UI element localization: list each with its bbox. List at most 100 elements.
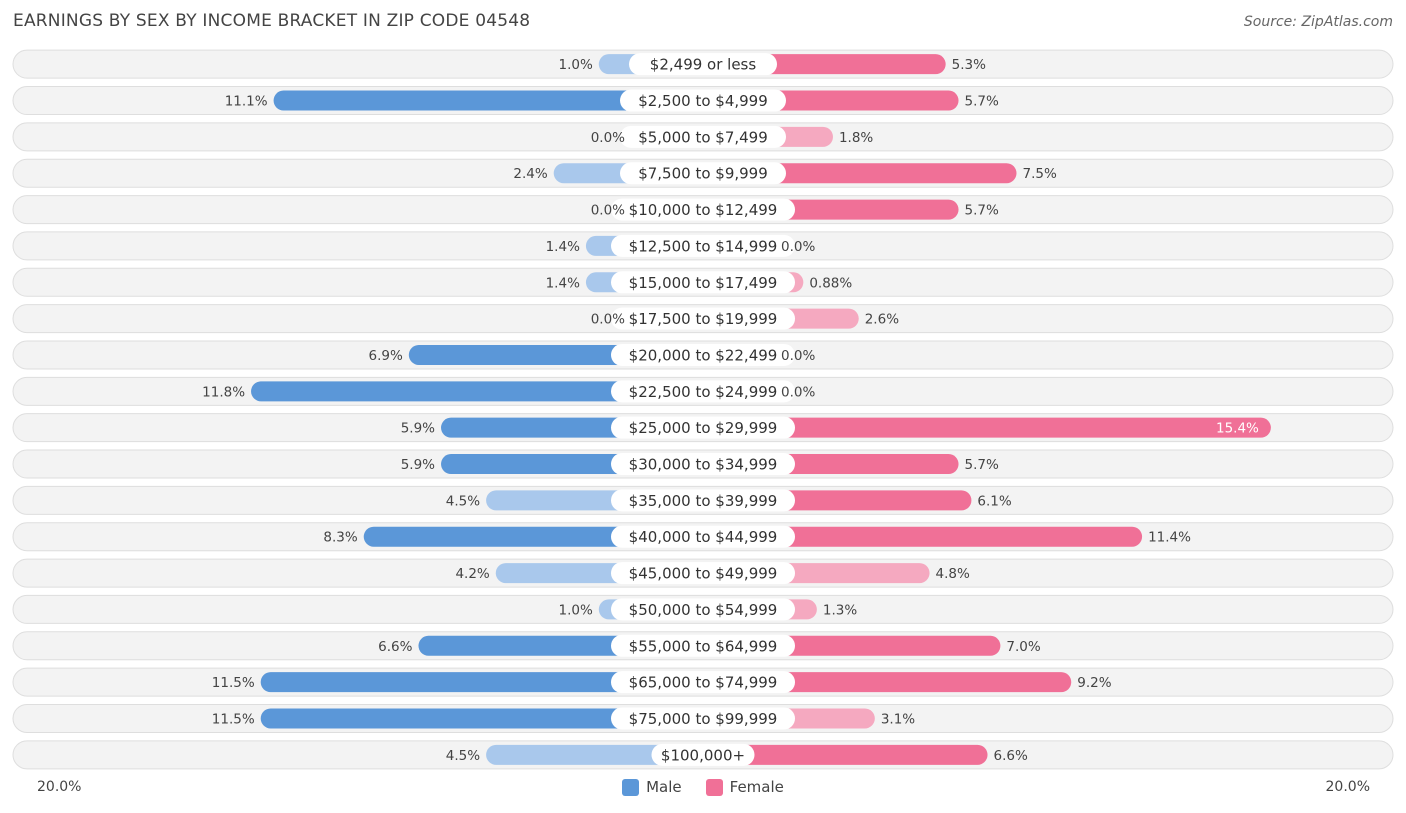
value-label-female: 5.7% (965, 203, 999, 219)
category-label: $50,000 to $54,999 (629, 601, 778, 619)
value-label-male: 2.4% (513, 166, 547, 182)
bar-male (251, 381, 704, 402)
category-label-pill (611, 198, 795, 221)
value-label-female: 6.1% (977, 493, 1011, 509)
value-label-male: 1.0% (558, 602, 592, 618)
value-label-male: 11.5% (212, 711, 255, 727)
value-label-female: 1.8% (839, 130, 873, 146)
category-label: $40,000 to $44,999 (629, 528, 778, 546)
category-label: $12,500 to $14,999 (629, 237, 778, 255)
category-label: $2,500 to $4,999 (638, 92, 768, 110)
value-label-female: 5.7% (965, 457, 999, 473)
category-label-pill (651, 743, 755, 766)
value-label-female: 11.4% (1148, 530, 1191, 546)
value-label-male: 1.4% (546, 275, 580, 291)
category-label-pill (611, 707, 795, 730)
value-label-female: 0.0% (781, 239, 815, 255)
value-label-male: 11.5% (212, 675, 255, 691)
value-label-female: 0.88% (809, 275, 852, 291)
category-label: $25,000 to $29,999 (629, 419, 778, 437)
chart-title: EARNINGS BY SEX BY INCOME BRACKET IN ZIP… (13, 11, 531, 31)
category-label-pill (620, 162, 786, 185)
bar-female (703, 672, 1072, 693)
legend: Male Female (0, 778, 1406, 796)
value-label-female: 0.0% (781, 384, 815, 400)
value-label-female: 0.0% (781, 348, 815, 364)
category-label: $7,500 to $9,999 (638, 165, 768, 183)
legend-label-female: Female (729, 778, 784, 796)
category-label: $65,000 to $74,999 (629, 674, 778, 692)
category-label: $17,500 to $19,999 (629, 310, 778, 328)
category-label: $10,000 to $12,499 (629, 201, 778, 219)
value-label-male: 4.2% (455, 566, 489, 582)
value-label-female: 5.3% (952, 57, 986, 73)
legend-item-male[interactable]: Male (622, 778, 682, 796)
bar-male (273, 90, 703, 111)
value-label-male: 0.0% (591, 312, 625, 328)
category-label-pill (611, 525, 795, 548)
chart-canvas: $2,499 or less 1.0% 5.3% $2,500 to $4,999 11… (12, 49, 1394, 770)
category-label: $100,000+ (661, 746, 745, 764)
category-label: $35,000 to $39,999 (629, 492, 778, 510)
category-label: $22,500 to $24,999 (629, 383, 778, 401)
value-label-male: 6.9% (369, 348, 403, 364)
category-label: $75,000 to $99,999 (629, 710, 778, 728)
category-label-pill (611, 416, 795, 439)
value-label-female: 2.6% (865, 312, 899, 328)
category-label-pill (611, 343, 795, 366)
category-label-pill (620, 89, 786, 112)
category-label-pill (629, 53, 777, 76)
category-label: $30,000 to $34,999 (629, 456, 778, 474)
value-label-male: 5.9% (401, 457, 435, 473)
axis-label-left: 20.0% (37, 779, 82, 795)
value-label-male: 0.0% (591, 130, 625, 146)
category-label-pill (611, 271, 795, 294)
bar-female (703, 526, 1143, 547)
category-label: $20,000 to $22,499 (629, 346, 778, 364)
axis-label-right: 20.0% (1325, 779, 1370, 795)
value-label-female: 7.0% (1006, 639, 1040, 655)
legend-swatch-male (622, 778, 640, 796)
value-label-female: 3.1% (881, 711, 915, 727)
category-label-pill (611, 307, 795, 330)
value-label-male: 4.5% (446, 493, 480, 509)
value-label-female: 9.2% (1077, 675, 1111, 691)
value-label-female: 5.7% (965, 94, 999, 110)
value-label-male: 11.1% (225, 94, 268, 110)
value-label-male: 1.0% (558, 57, 592, 73)
value-label-female: 4.8% (936, 566, 970, 582)
source-label: Source: ZipAtlas.com (1243, 14, 1393, 30)
value-label-male: 6.6% (378, 639, 412, 655)
category-label-pill (611, 453, 795, 476)
category-label: $45,000 to $49,999 (629, 565, 778, 583)
category-label-pill (611, 234, 795, 257)
legend-item-female[interactable]: Female (705, 778, 784, 796)
category-label-pill (620, 125, 786, 148)
category-label-pill (611, 562, 795, 585)
category-label-pill (611, 598, 795, 621)
category-label-pill (611, 380, 795, 403)
value-label-male: 1.4% (546, 239, 580, 255)
value-label-male: 0.0% (591, 203, 625, 219)
legend-label-male: Male (646, 778, 682, 796)
value-label-male: 4.5% (446, 748, 480, 764)
value-label-male: 11.8% (202, 384, 245, 400)
bar-male (486, 744, 703, 765)
value-label-male: 8.3% (323, 530, 357, 546)
category-label: $55,000 to $64,999 (629, 637, 778, 655)
value-label-female: 1.3% (823, 602, 857, 618)
bar-female (703, 417, 1271, 438)
category-label: $15,000 to $17,499 (629, 274, 778, 292)
bar-female (703, 744, 988, 765)
category-label: $2,499 or less (650, 56, 757, 74)
bar-male (260, 672, 703, 693)
value-label-female: 6.6% (994, 748, 1028, 764)
category-label-pill (611, 489, 795, 512)
value-label-male: 5.9% (401, 421, 435, 437)
value-label-female: 7.5% (1023, 166, 1057, 182)
legend-swatch-female (705, 778, 723, 796)
category-label: $5,000 to $7,499 (638, 128, 768, 146)
category-label-pill (611, 634, 795, 657)
category-label-pill (611, 671, 795, 694)
value-label-female: 15.4% (1216, 421, 1259, 437)
